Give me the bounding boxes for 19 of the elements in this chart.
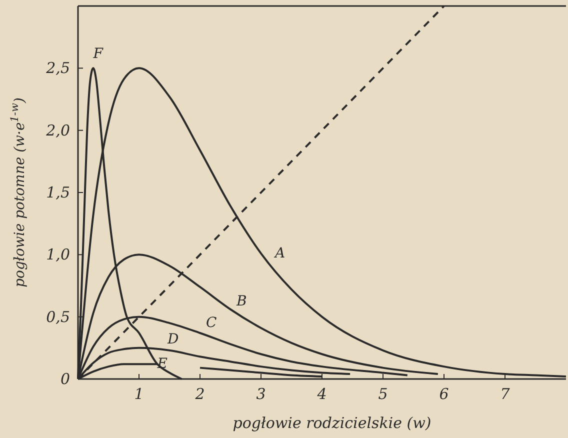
x-tick-label: 5	[378, 385, 388, 403]
series-label: D	[166, 331, 179, 348]
x-tick-label: 7	[500, 385, 510, 403]
series-label: A	[273, 245, 286, 262]
x-tick-label: 4	[316, 385, 327, 403]
series-label: F	[92, 46, 104, 62]
x-tick-label: 3	[256, 385, 266, 403]
y-tick-label: 0	[60, 370, 70, 388]
x-tick-label: 6	[439, 385, 450, 403]
y-tick-label: 2,5	[45, 59, 70, 78]
series-label: C	[206, 314, 217, 331]
y-tick-label: 2,0	[45, 121, 70, 140]
x-tick-label: 1	[134, 385, 144, 403]
y-tick-label: 1,0	[46, 246, 70, 264]
y-tick-label: 1,5	[46, 184, 70, 202]
x-tick-label: 2	[194, 385, 205, 403]
x-axis-title: pogłowie rodzicielskie (w)	[232, 414, 432, 432]
series-label: B	[236, 293, 247, 310]
y-tick-label: 0,5	[46, 308, 70, 326]
